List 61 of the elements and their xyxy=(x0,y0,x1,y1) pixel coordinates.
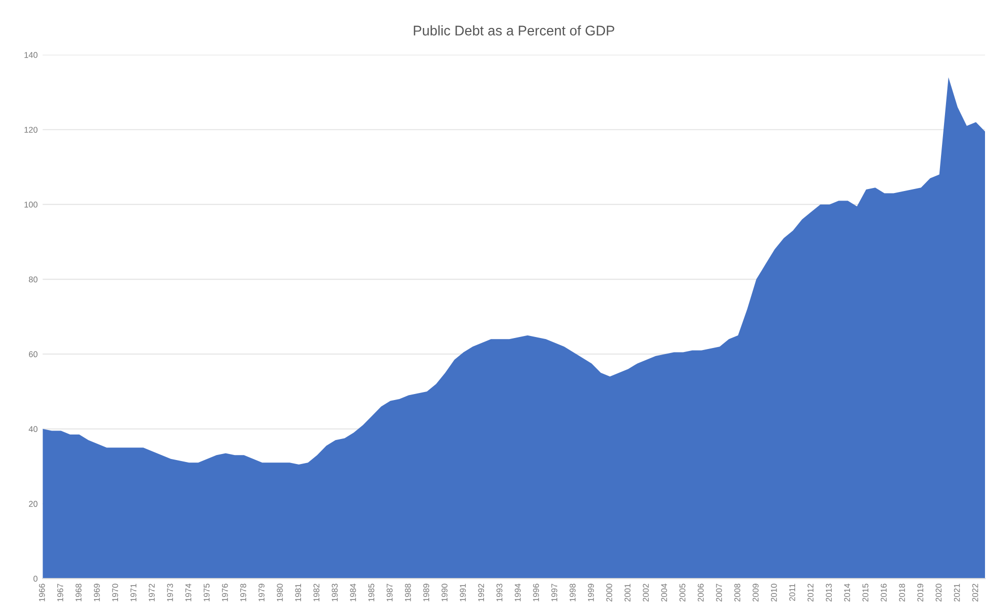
x-tick-label: 1993 xyxy=(496,584,502,602)
x-tick-label: 2006 xyxy=(698,584,704,602)
x-tick-label: 1982 xyxy=(313,584,320,602)
y-tick-label: 40 xyxy=(28,426,38,432)
x-tick-label: 1980 xyxy=(276,584,283,602)
x-tick-label: 2013 xyxy=(826,584,832,602)
x-tick-label: 2010 xyxy=(770,584,777,602)
x-tick-label: 2005 xyxy=(679,584,686,602)
y-tick-label: 120 xyxy=(24,126,38,133)
x-tick-label: 1983 xyxy=(332,584,338,602)
x-tick-label: 2002 xyxy=(642,584,649,602)
x-tick-label: 2014 xyxy=(844,584,850,602)
x-tick-label: 2007 xyxy=(716,584,722,602)
x-tick-label: 1974 xyxy=(185,584,192,602)
x-tick-label: 2016 xyxy=(880,584,887,602)
x-tick-label: 1994 xyxy=(514,584,521,602)
x-tick-label: 1976 xyxy=(222,584,228,602)
x-tick-label: 1991 xyxy=(460,584,466,602)
y-tick-label: 0 xyxy=(33,576,38,582)
x-tick-label: 2015 xyxy=(862,584,868,602)
x-tick-label: 1971 xyxy=(130,584,136,602)
x-tick-label: 2021 xyxy=(954,584,960,602)
x-tick-label: 2004 xyxy=(661,584,668,602)
x-tick-label: 1972 xyxy=(148,584,155,602)
chart-title: Public Debt as a Percent of GDP xyxy=(414,25,614,36)
y-tick-label: 60 xyxy=(28,351,38,358)
x-tick-label: 1996 xyxy=(533,584,539,602)
x-tick-label: 2022 xyxy=(972,584,978,602)
x-tick-label: 2000 xyxy=(606,584,612,602)
x-tick-label: 1987 xyxy=(386,584,393,602)
x-tick-label: 2011 xyxy=(789,584,796,601)
x-tick-label: 2020 xyxy=(936,584,942,602)
x-tick-label: 1990 xyxy=(442,584,448,602)
x-tick-label: 1992 xyxy=(478,584,484,602)
x-tick-label: 2019 xyxy=(917,584,924,602)
x-tick-label: 1999 xyxy=(588,584,594,602)
x-tick-label: 1969 xyxy=(94,584,100,602)
x-tick-label: 1967 xyxy=(57,584,64,602)
x-tick-label: 1989 xyxy=(423,584,430,602)
x-tick-label: 2001 xyxy=(624,584,630,602)
x-tick-label: 1975 xyxy=(204,584,210,602)
x-tick-label: 1981 xyxy=(295,584,302,602)
x-tick-label: 1988 xyxy=(404,584,411,602)
x-tick-label: 2009 xyxy=(752,584,759,602)
y-tick-label: 100 xyxy=(24,202,38,208)
x-tick-label: 1979 xyxy=(258,584,264,602)
x-tick-label: 1968 xyxy=(76,584,82,602)
x-tick-label: 1978 xyxy=(240,584,246,602)
x-tick-label: 1984 xyxy=(350,584,356,602)
x-tick-label: 1985 xyxy=(368,584,374,602)
x-tick-label: 2008 xyxy=(734,584,740,602)
x-tick-label: 1973 xyxy=(167,584,173,602)
x-tick-label: 1997 xyxy=(551,584,558,602)
x-tick-label: 1998 xyxy=(570,584,576,602)
x-tick-label: 2012 xyxy=(808,584,814,602)
x-tick-label: 2018 xyxy=(899,584,905,602)
y-tick-label: 80 xyxy=(28,276,38,282)
y-tick-label: 20 xyxy=(28,500,38,507)
y-tick-label: 140 xyxy=(24,52,38,58)
x-tick-label: 1966 xyxy=(38,584,45,602)
x-tick-label: 1970 xyxy=(112,584,118,602)
